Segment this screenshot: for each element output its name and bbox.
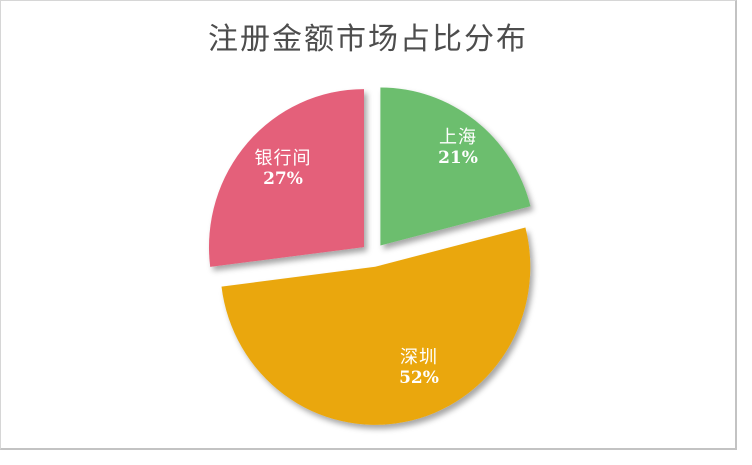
pie-slice-shenzhen[interactable] xyxy=(221,227,531,425)
chart-frame: 注册金额市场占比分布 上海 21% 深圳 52% 银行间 27% xyxy=(0,0,737,450)
pie-slice-shanghai[interactable] xyxy=(380,87,531,246)
chart-title: 注册金额市场占比分布 xyxy=(208,22,528,57)
pie-chart xyxy=(208,87,531,425)
pie-slice-interbank[interactable] xyxy=(208,89,364,267)
